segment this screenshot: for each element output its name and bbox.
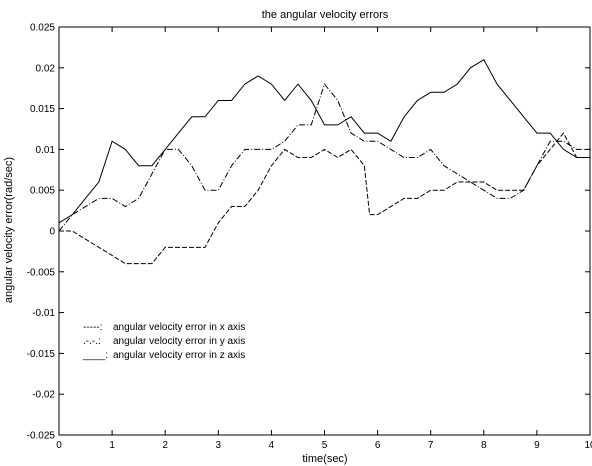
legend-entry: angular velocity error in x axis — [113, 322, 245, 333]
series-line-2 — [58, 83, 590, 232]
y-axis-label: angular velocity error(rad/sec) — [3, 157, 15, 303]
series-line-1 — [59, 132, 590, 265]
x-tick-label: 8 — [481, 440, 487, 451]
x-tick-label: 3 — [216, 440, 222, 451]
x-tick-label: 5 — [322, 440, 328, 451]
series-lines — [58, 58, 590, 265]
x-tick-label: 2 — [162, 440, 168, 451]
x-tick-label: 6 — [375, 440, 381, 451]
legend-entry: angular velocity error in y axis — [113, 336, 245, 347]
legend-entry: angular velocity error in z axis — [113, 350, 245, 361]
y-tick-label: 0.015 — [30, 104, 55, 115]
y-tick-label: 0.02 — [36, 63, 56, 74]
plot-area-frame — [58, 26, 591, 436]
legend: -----: angular velocity error in x axis .-… — [82, 322, 245, 361]
x-tick-label: 1 — [109, 440, 115, 451]
x-tick-label: 10 — [584, 440, 592, 451]
x-tick-label: 7 — [428, 440, 434, 451]
legend-marker: -----: — [83, 322, 102, 333]
legend-marker: .-.-.: — [83, 336, 101, 347]
y-tick-label: 0.01 — [36, 145, 56, 156]
series-line-3 — [58, 58, 590, 224]
x-tick-label: 0 — [56, 440, 62, 451]
y-tick-label: -0.01 — [32, 308, 55, 319]
legend-marker: ____: — [82, 350, 108, 361]
y-tick-label: 0 — [49, 227, 55, 238]
y-tick-label: -0.025 — [27, 431, 56, 442]
y-tick-label: 0.025 — [30, 23, 55, 34]
x-tick-label: 9 — [534, 440, 540, 451]
y-tick-label: 0.005 — [30, 186, 55, 197]
x-tick-label: 4 — [269, 440, 275, 451]
y-tick-label: -0.015 — [27, 349, 56, 360]
y-tick-label: -0.02 — [32, 390, 55, 401]
axis-ticks: 0123456789100.0250.020.0150.010.0050-0.0… — [27, 23, 592, 452]
x-axis-label: time(sec) — [302, 453, 347, 465]
chart-title: the angular velocity errors — [262, 9, 389, 21]
y-tick-label: -0.005 — [27, 267, 56, 278]
